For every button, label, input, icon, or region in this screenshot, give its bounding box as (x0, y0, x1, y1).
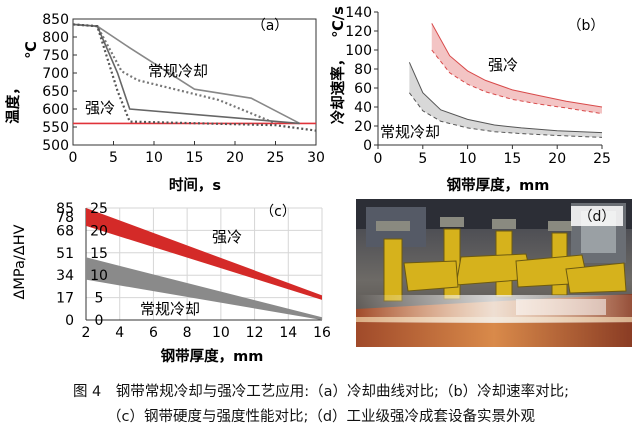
chart-c-ytick-left-label: 68 (56, 223, 74, 239)
chart-c-ytick-right-label: 10 (90, 268, 108, 284)
chart-c-xtick-label: 2 (82, 325, 91, 341)
chart-b-annotation-strong: 强冷 (488, 56, 518, 74)
chart-b-xtick-label: 10 (459, 151, 477, 167)
chart-b-ytick-label: 80 (354, 62, 372, 78)
chart-a-xtick-label: 15 (186, 150, 204, 166)
chart-b-xtick-label: 25 (593, 151, 611, 167)
chart-a-annotation-strong: 强冷 (85, 99, 115, 117)
photo-panel-label: （d） (579, 209, 616, 225)
chart-a-ytick-label: 550 (42, 120, 69, 136)
chart-a-series-line-3 (72, 23, 300, 125)
chart-b-xtick-label: 5 (418, 151, 427, 167)
chart-a-xtick-label: 20 (226, 150, 244, 166)
chart-a-xtick-label: 25 (267, 150, 285, 166)
caption-line-1: 图 4 钢带常规冷却与强冷工艺应用:（a）冷却曲线对比;（b）冷却速率对比; (72, 384, 570, 400)
chart-c-xtick-label: 4 (115, 325, 124, 341)
chart-a-axes (72, 18, 317, 146)
chart-a-ytick-label: 500 (42, 138, 69, 154)
chart-a-cooling-curves: 0 5 10 15 20 25 30 500 550 600 650 700 750 800 850 （a）… (4, 12, 325, 194)
chart-c-ytick-left-label: 85 (56, 201, 74, 217)
chart-a-series (72, 23, 317, 132)
chart-a-xtick-label: 0 (69, 150, 78, 166)
chart-c-ytick-left-label: 17 (56, 291, 74, 307)
chart-b-ytick-label: 120 (345, 24, 372, 40)
chart-a-ytick-label: 650 (42, 84, 69, 100)
chart-c-xtick-label: 10 (212, 325, 230, 341)
chart-a-ytick-label: 850 (42, 12, 69, 28)
photo-cooling-equipment: （d） (356, 199, 632, 347)
chart-b-xtick-label: 15 (503, 151, 521, 167)
chart-b-axes (374, 11, 603, 149)
chart-a-ticks: 0 5 10 15 20 25 30 500 550 600 650 700 750 800 850 (42, 12, 325, 166)
chart-a-xtick-label: 30 (307, 150, 325, 166)
chart-c-xtick-label: 6 (149, 325, 158, 341)
chart-c-bands (86, 208, 322, 320)
chart-b-ylabel-1: 冷却速率， (330, 52, 347, 125)
chart-a-ytick-label: 750 (42, 48, 69, 64)
chart-a-ytick-label: 800 (42, 30, 69, 46)
chart-b-ytick-label: 100 (345, 43, 372, 59)
chart-c-ytick-left-label: 78 (56, 210, 74, 226)
chart-c-band-2 (86, 257, 322, 320)
chart-b-ytick-label: 40 (354, 100, 372, 116)
chart-c-xlabel: 钢带厚度，mm (161, 347, 264, 365)
chart-a-ytick-label: 600 (42, 102, 69, 118)
chart-a-xtick-label: 10 (145, 150, 163, 166)
chart-a-ytick-label: 700 (42, 66, 69, 82)
chart-b-ylabel-2: ℃/s (331, 6, 347, 38)
chart-b-band-lower-1 (431, 49, 603, 115)
chart-b-bands (408, 23, 603, 138)
chart-c-annotation-conventional: 常规冷却 (140, 300, 200, 318)
chart-b-ytick-label: 60 (354, 81, 372, 97)
chart-a-xlabel: 时间，s (169, 176, 221, 194)
chart-a-annotation-conventional: 常规冷却 (148, 62, 208, 80)
chart-c-ytick-left-label: 51 (56, 246, 74, 262)
chart-a-xtick-label: 5 (109, 150, 118, 166)
chart-b-ytick-label: 20 (354, 119, 372, 135)
chart-b-band-lower-2 (408, 92, 603, 138)
chart-c-xtick-label: 12 (246, 325, 264, 341)
chart-b-annotation-conventional: 常规冷却 (380, 123, 440, 141)
chart-b-xtick-label: 0 (374, 151, 383, 167)
chart-a-ylabel-2: ℃ (24, 41, 40, 59)
chart-c-xtick-label: 16 (313, 325, 331, 341)
chart-c-ytick-right-label: 5 (95, 291, 104, 307)
chart-c-ytick-left-label: 34 (56, 268, 74, 284)
chart-b-ytick-label: 140 (345, 5, 372, 21)
chart-c-ytick-left-label: 0 (65, 313, 74, 329)
chart-c-ytick-right-label: 0 (95, 313, 104, 329)
chart-b-band-upper-2 (408, 62, 603, 134)
chart-c-ytick-right-label: 25 (90, 201, 108, 217)
figure-caption: 图 4 钢带常规冷却与强冷工艺应用:（a）冷却曲线对比;（b）冷却速率对比; （… (0, 380, 642, 430)
chart-b-band-upper-1 (431, 23, 603, 108)
chart-c-annotation-strong: 强冷 (212, 228, 242, 246)
chart-a-series-line-4 (72, 23, 317, 132)
chart-b-panel-label: （b） (568, 18, 605, 34)
chart-c-band-1 (86, 208, 322, 300)
chart-b-band-2 (409, 62, 602, 138)
chart-a-panel-label: （a） (252, 18, 289, 34)
caption-line-2: （c）钢带硬度与强度性能对比;（d）工业级强冷成套设备实景外观 (106, 409, 536, 425)
chart-c-panel-label: （c） (260, 204, 296, 220)
chart-b-xlabel: 钢带厚度，mm (447, 176, 550, 194)
chart-c-hardness-strength: （c） 强冷 常规冷却 钢带厚度，mm ΔMPa/ΔHV 2 4 6 8 10 12 14 1… (12, 201, 331, 365)
chart-c-ylabel: ΔMPa/ΔHV (12, 224, 28, 299)
chart-a-ylabel-1: 温度， (4, 80, 22, 124)
chart-c-xtick-label: 8 (183, 325, 192, 341)
chart-c-ytick-right-label: 15 (90, 246, 108, 262)
chart-b-ytick-label: 0 (363, 138, 372, 154)
chart-b-xtick-label: 20 (548, 151, 566, 167)
chart-c-xtick-label: 14 (279, 325, 297, 341)
chart-c-ytick-right-label: 20 (90, 223, 108, 239)
